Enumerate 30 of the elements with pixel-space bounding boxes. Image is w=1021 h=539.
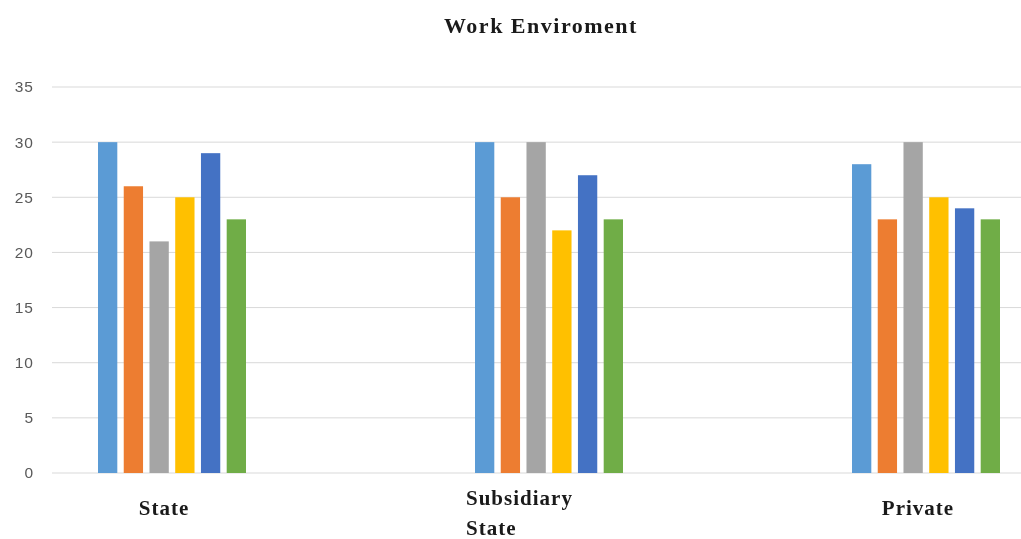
y-tick-label: 35 xyxy=(14,78,34,96)
bar xyxy=(226,219,246,473)
bar xyxy=(954,208,975,473)
y-tick-label: 10 xyxy=(14,354,34,372)
bar xyxy=(123,186,144,473)
bar xyxy=(552,230,572,473)
x-tick-label: Private xyxy=(881,496,955,520)
y-tick-label: 30 xyxy=(14,133,34,151)
bar xyxy=(526,142,546,473)
bar xyxy=(149,241,169,473)
x-tick-label: State xyxy=(138,496,190,520)
y-tick-label: 15 xyxy=(14,299,34,317)
y-tick-label: 5 xyxy=(24,409,34,427)
bar xyxy=(852,164,872,473)
bar xyxy=(980,219,1000,473)
bar xyxy=(929,197,949,473)
bar xyxy=(98,142,118,473)
bar xyxy=(500,197,521,473)
y-tick-label: 0 xyxy=(24,464,34,482)
bar xyxy=(475,142,495,473)
y-tick-label: 20 xyxy=(14,243,34,261)
bar xyxy=(175,197,195,473)
chart-title: Work Enviroment xyxy=(444,13,638,38)
y-tick-label: 25 xyxy=(14,188,34,206)
bar xyxy=(877,219,898,473)
x-tick-label: Subsidiary State xyxy=(466,486,573,539)
bar xyxy=(603,219,623,473)
bar xyxy=(577,175,598,473)
bar xyxy=(200,153,221,473)
bar xyxy=(903,142,923,473)
